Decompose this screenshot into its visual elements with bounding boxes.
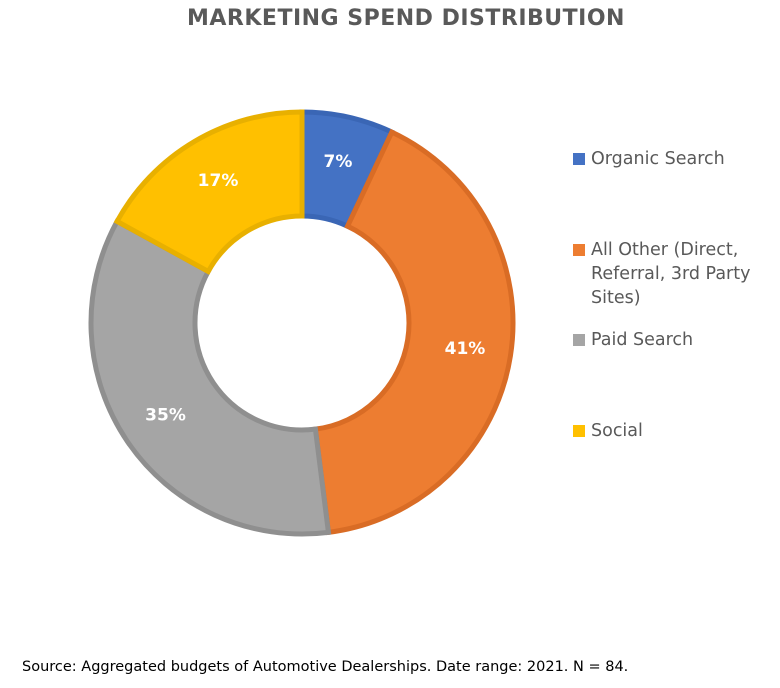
legend-swatch (573, 153, 585, 165)
legend-label: All Other (Direct, Referral, 3rd Party S… (591, 240, 751, 308)
legend-swatch (573, 425, 585, 437)
chart-title: MARKETING SPEND DISTRIBUTION (187, 6, 625, 31)
slice-paid-search (88, 217, 332, 537)
legend-item-social: Social (573, 419, 778, 443)
legend-item-organic-search: Organic Search (573, 147, 778, 171)
legend-item-paid-search: Paid Search (573, 328, 778, 352)
legend-label: Paid Search (591, 330, 694, 350)
slice-social (113, 109, 305, 275)
data-label-all-other-direct-referral-3rd-party-sites: 41% (445, 339, 486, 359)
data-label-paid-search: 35% (145, 406, 186, 426)
data-label-organic-search: 7% (324, 152, 353, 172)
source-footnote: Source: Aggregated budgets of Automotive… (22, 659, 629, 675)
slice-all-other-direct-referral-3rd-party-sites (312, 128, 516, 536)
legend-label: Organic Search (591, 149, 725, 169)
donut-data-labels: 7% 41% 35% 17% (145, 152, 485, 426)
legend-swatch (573, 334, 585, 346)
legend-label: Social (591, 421, 643, 441)
data-label-social: 17% (198, 171, 239, 191)
legend-swatch (573, 244, 585, 256)
legend-item-all-other-direct-referral-3rd-party-sites: All Other (Direct, Referral, 3rd Party S… (573, 238, 778, 310)
donut-slices (88, 109, 516, 537)
